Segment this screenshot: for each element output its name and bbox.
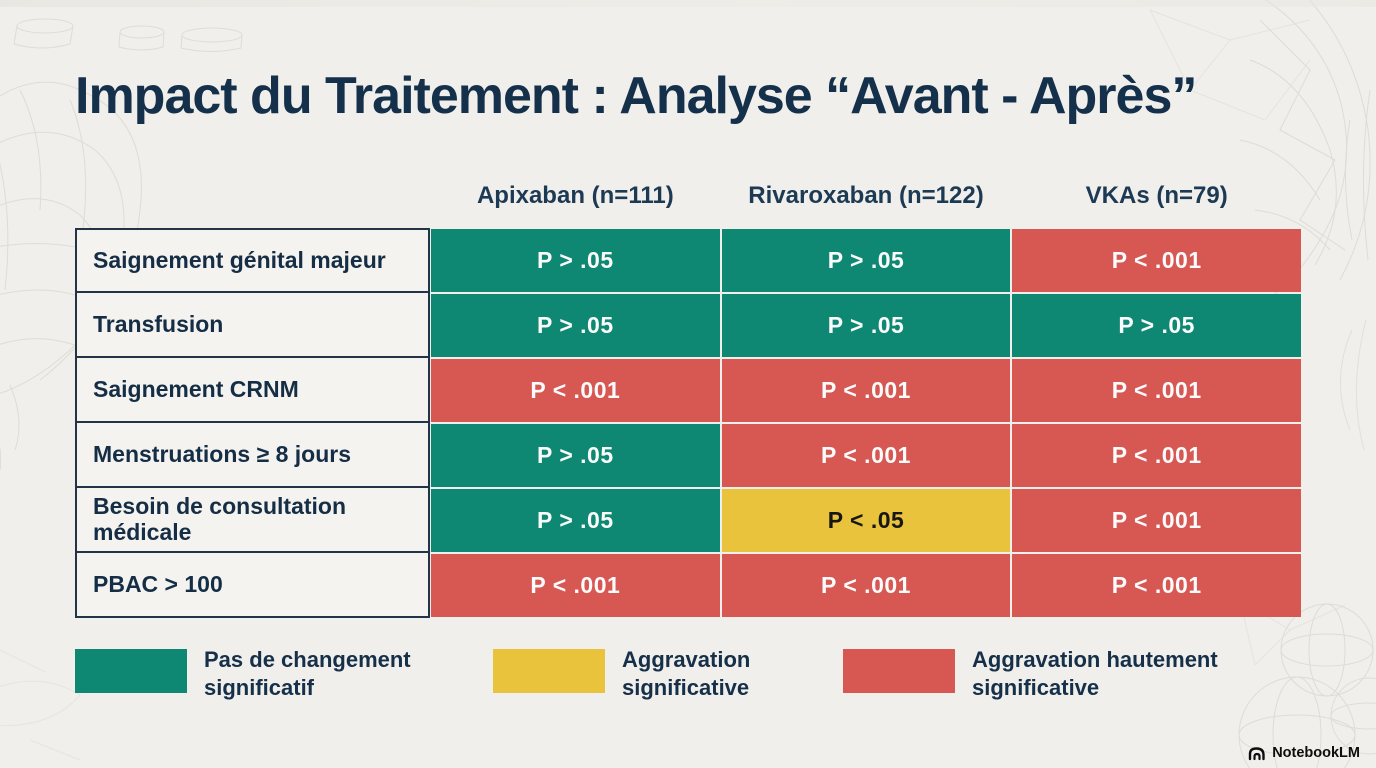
legend-label: Aggravation significative	[622, 647, 751, 701]
results-table: Saignement génital majeur P > .05 P > .05 P…	[75, 228, 1302, 618]
legend-item: Pas de changement significatif	[75, 646, 434, 702]
p-value-cell: P < .001	[721, 359, 1011, 422]
legend: Pas de changement significatif Aggravatio…	[0, 646, 1376, 716]
brand-footer: NotebookLM	[1248, 745, 1360, 761]
row-label: Saignement CRNM	[75, 358, 430, 423]
p-value-cell: P < .001	[1012, 359, 1302, 422]
table-row: Besoin de consultation médicale P > .05 P …	[75, 488, 1302, 553]
column-header-rivaroxaban: Rivaroxaban (n=122)	[748, 182, 984, 209]
p-value-cell: P < .001	[1012, 229, 1302, 292]
row-label: Transfusion	[75, 293, 430, 358]
p-value-cell: P > .05	[1012, 294, 1302, 357]
p-value-cell: P < .001	[721, 424, 1011, 487]
table-row: PBAC > 100 P < .001 P < .001 P < .001	[75, 553, 1302, 618]
p-value-cell: P > .05	[431, 229, 720, 292]
p-value-cell: P > .05	[721, 294, 1011, 357]
row-label: Saignement génital majeur	[75, 228, 430, 293]
p-value-cell: P > .05	[431, 294, 720, 357]
p-value-cell: P < .001	[431, 359, 720, 422]
column-header-vkas: VKAs (n=79)	[1085, 182, 1228, 209]
table-column-headers: Apixaban (n=111) Rivaroxaban (n=122) VKA…	[430, 182, 1302, 210]
row-label: PBAC > 100	[75, 553, 430, 618]
p-value-cell: P < .001	[431, 554, 720, 617]
p-value-cell: P > .05	[431, 424, 720, 487]
notebooklm-icon	[1249, 746, 1265, 760]
row-label: Besoin de consultation médicale	[75, 488, 430, 553]
brand-label: NotebookLM	[1272, 745, 1360, 761]
legend-swatch	[843, 649, 955, 693]
legend-label: Pas de changement significatif	[204, 647, 411, 701]
legend-item: Aggravation hautement significative	[843, 646, 1257, 702]
p-value-cell: P < .001	[1012, 554, 1302, 617]
legend-swatch	[75, 649, 187, 693]
p-value-cell: P > .05	[721, 229, 1011, 292]
p-value-cell: P < .001	[721, 554, 1011, 617]
p-value-cell: P > .05	[431, 489, 720, 552]
legend-swatch	[493, 649, 605, 693]
table-row: Saignement CRNM P < .001 P < .001 P < .001	[75, 358, 1302, 423]
page-title: Impact du Traitement : Analyse “Avant - …	[75, 67, 1197, 125]
table-row: Saignement génital majeur P > .05 P > .05 P…	[75, 228, 1302, 293]
table-row: Transfusion P > .05 P > .05 P > .05	[75, 293, 1302, 358]
top-edge-shade	[0, 0, 1376, 7]
p-value-cell: P < .05	[721, 489, 1011, 552]
table-row: Menstruations ≥ 8 jours P > .05 P < .001 P …	[75, 423, 1302, 488]
legend-label: Aggravation hautement significative	[972, 647, 1218, 701]
p-value-cell: P < .001	[1012, 424, 1302, 487]
legend-item: Aggravation significative	[493, 646, 782, 702]
p-value-cell: P < .001	[1012, 489, 1302, 552]
column-header-apixaban: Apixaban (n=111)	[476, 182, 674, 209]
row-label: Menstruations ≥ 8 jours	[75, 423, 430, 488]
